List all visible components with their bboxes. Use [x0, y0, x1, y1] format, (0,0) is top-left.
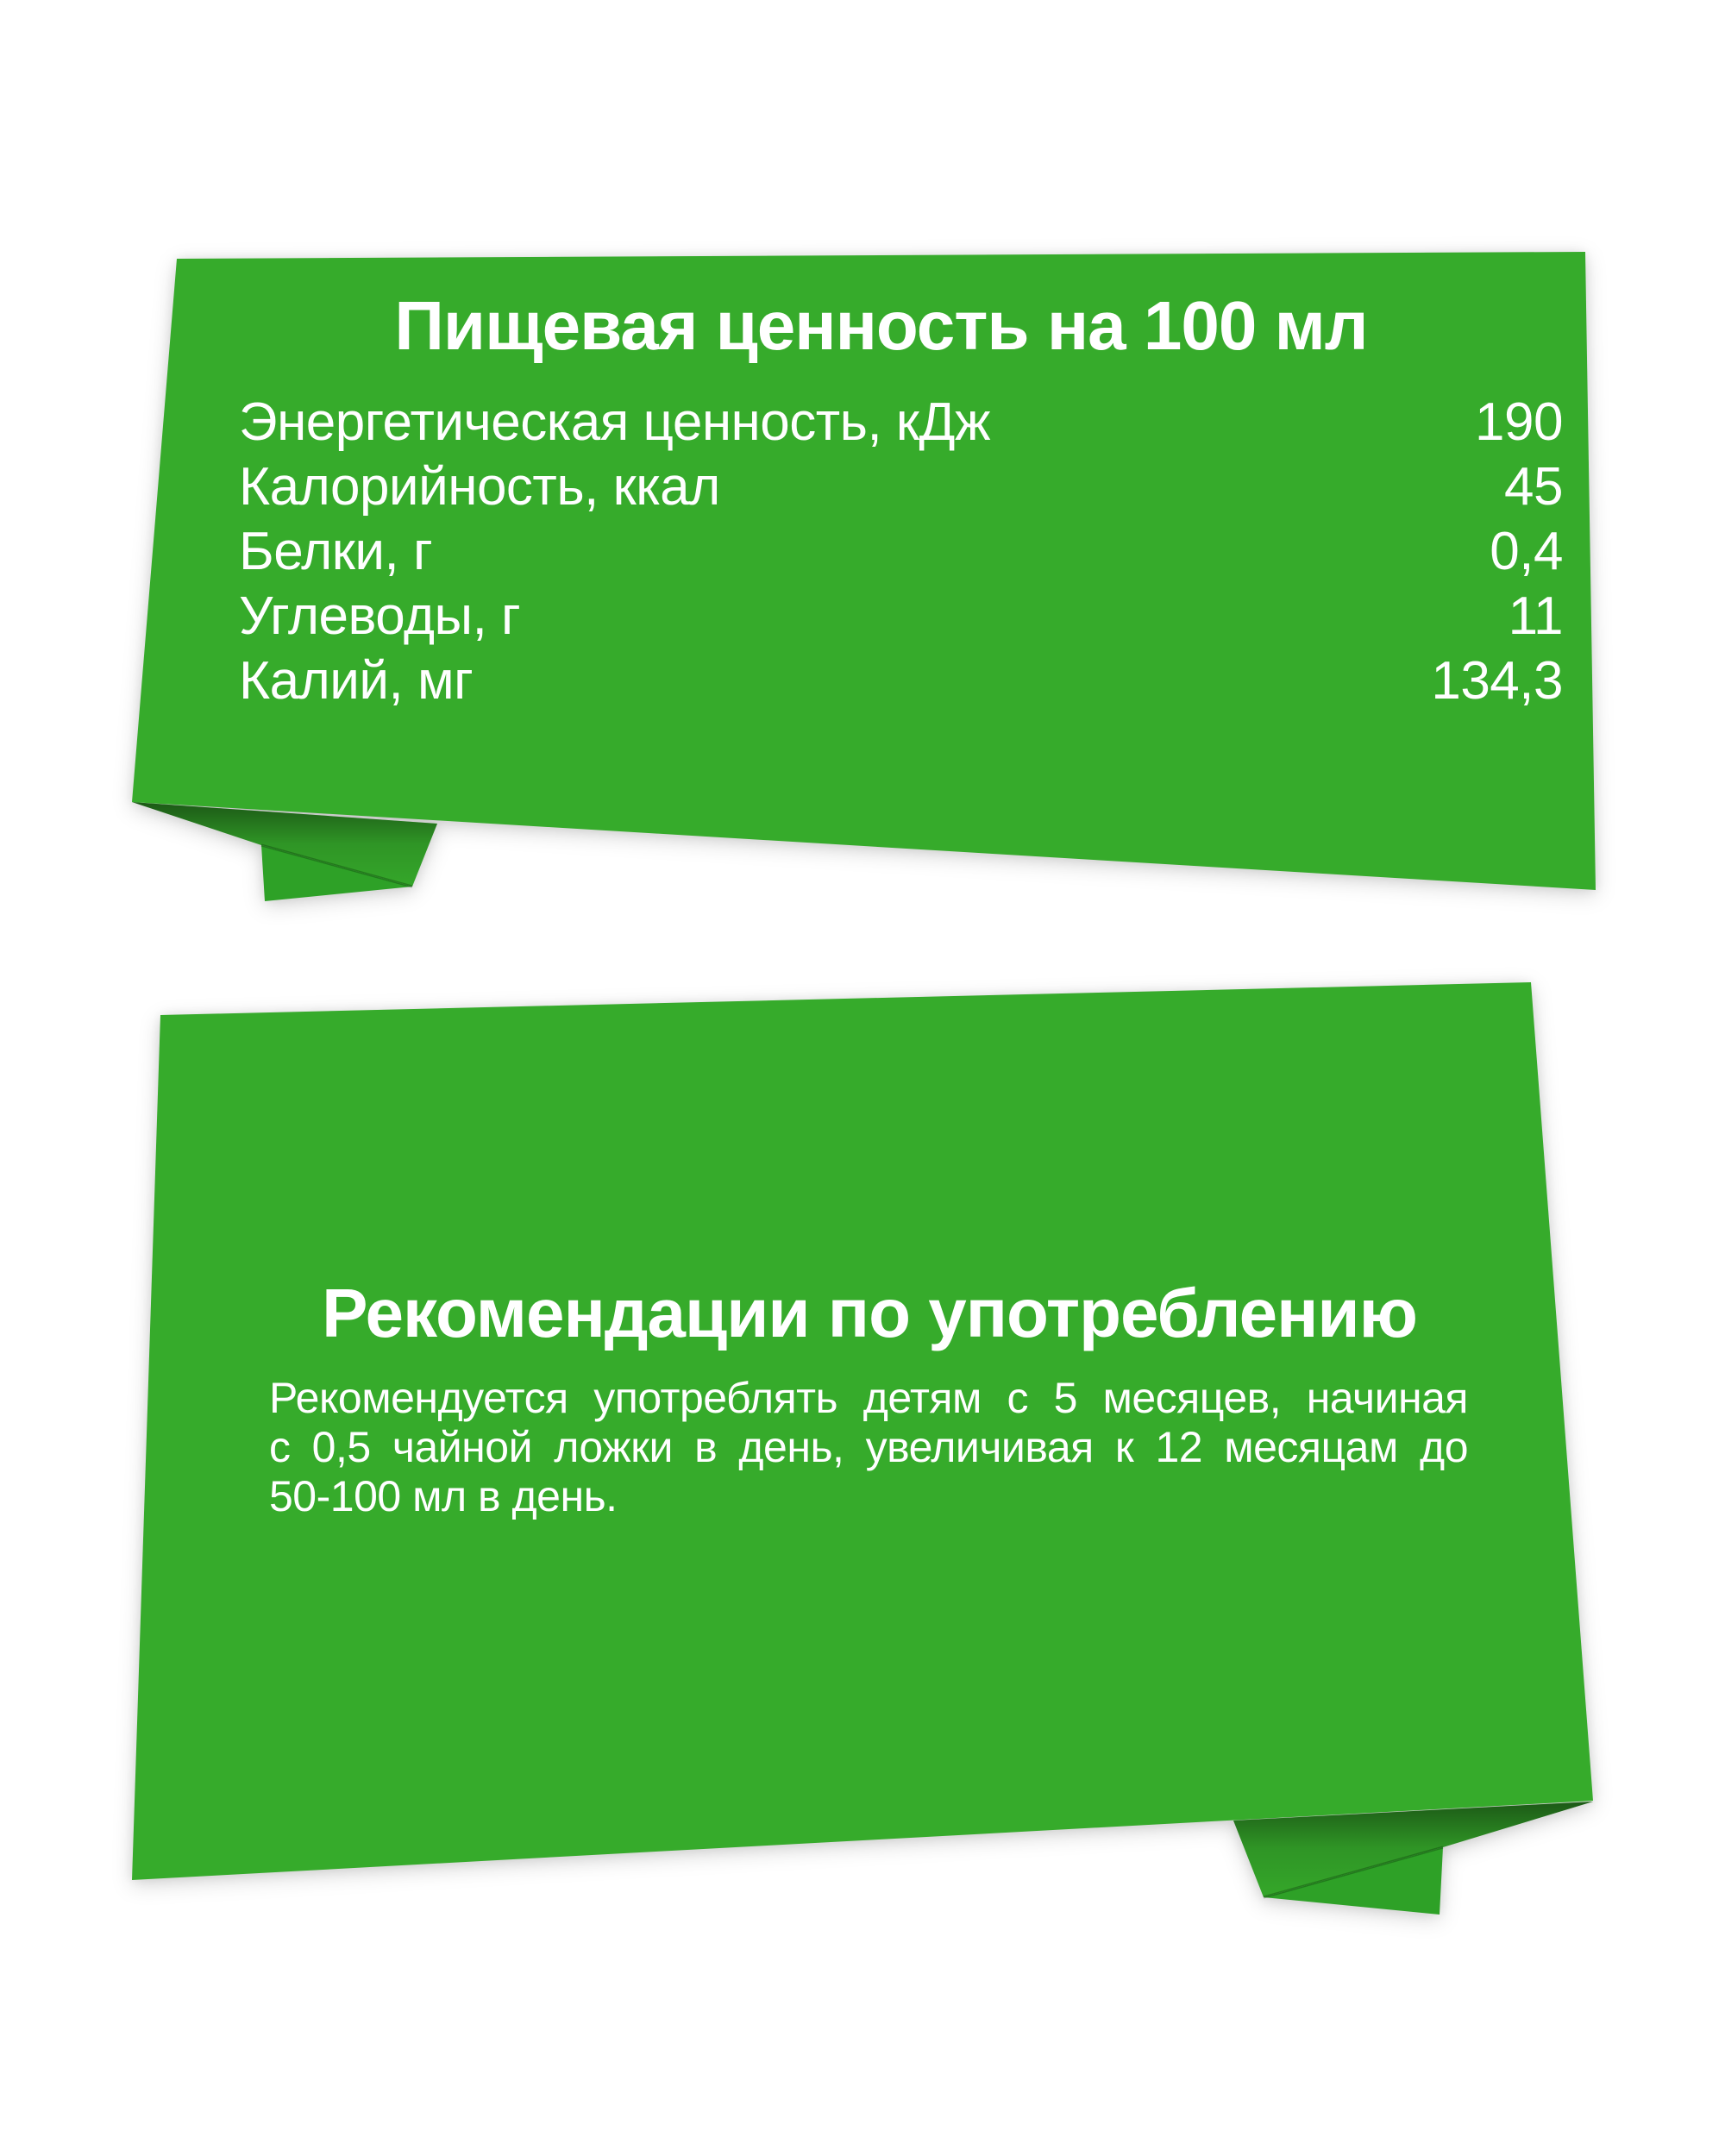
recommendation-fold-flap-shadow [1233, 1802, 1593, 1897]
recommendation-title: Рекомендации по употреблению [322, 1275, 1418, 1351]
table-row: Белки, г 0,4 [239, 519, 1563, 584]
recommendation-banner-sheet [132, 982, 1593, 1880]
nutrition-title: Пищевая ценность на 100 мл [394, 287, 1368, 364]
nutrition-banner-shape [132, 252, 1596, 901]
recommendation-line: 50-100 мл в день. [269, 1472, 618, 1520]
recommendation-fold-crease [1263, 1846, 1444, 1899]
nutrient-value: 134,3 [1431, 651, 1563, 711]
nutrient-value: 11 [1508, 586, 1564, 646]
recommendation-line: Рекомендуется употреблять детям с 5 меся… [269, 1374, 1468, 1422]
nutrition-fold-crease [260, 843, 413, 888]
nutrient-label: Калий, мг [239, 651, 474, 711]
nutrition-fold-flap-shadow [132, 802, 437, 887]
recommendation-fold-tail [1264, 1847, 1443, 1915]
nutrient-value: 190 [1475, 392, 1563, 452]
nutrition-table: Энергетическая ценность, кДж 190 Калорий… [239, 390, 1564, 713]
nutrient-label: Углеводы, г [239, 586, 521, 646]
recommendation-body: Рекомендуется употреблять детям с 5 меся… [269, 1374, 1468, 1521]
nutrition-banner-sheet [132, 252, 1596, 890]
table-row: Углеводы, г 11 [239, 584, 1564, 649]
nutrient-label: Энергетическая ценность, кДж [239, 392, 991, 452]
table-row: Энергетическая ценность, кДж 190 [239, 390, 1563, 454]
recommendation-banner-shape [132, 982, 1593, 1915]
table-row: Калий, мг 134,3 [239, 649, 1563, 713]
nutrient-value: 0,4 [1490, 522, 1563, 581]
nutrient-label: Калорийность, ккал [239, 457, 720, 517]
table-row: Калорийность, ккал 45 [239, 454, 1563, 519]
recommendation-line: с 0,5 чайной ложки в день, увеличивая к … [269, 1423, 1468, 1471]
nutrient-value: 45 [1504, 457, 1563, 517]
nutrient-label: Белки, г [239, 522, 433, 581]
nutrition-fold-tail [261, 845, 412, 901]
